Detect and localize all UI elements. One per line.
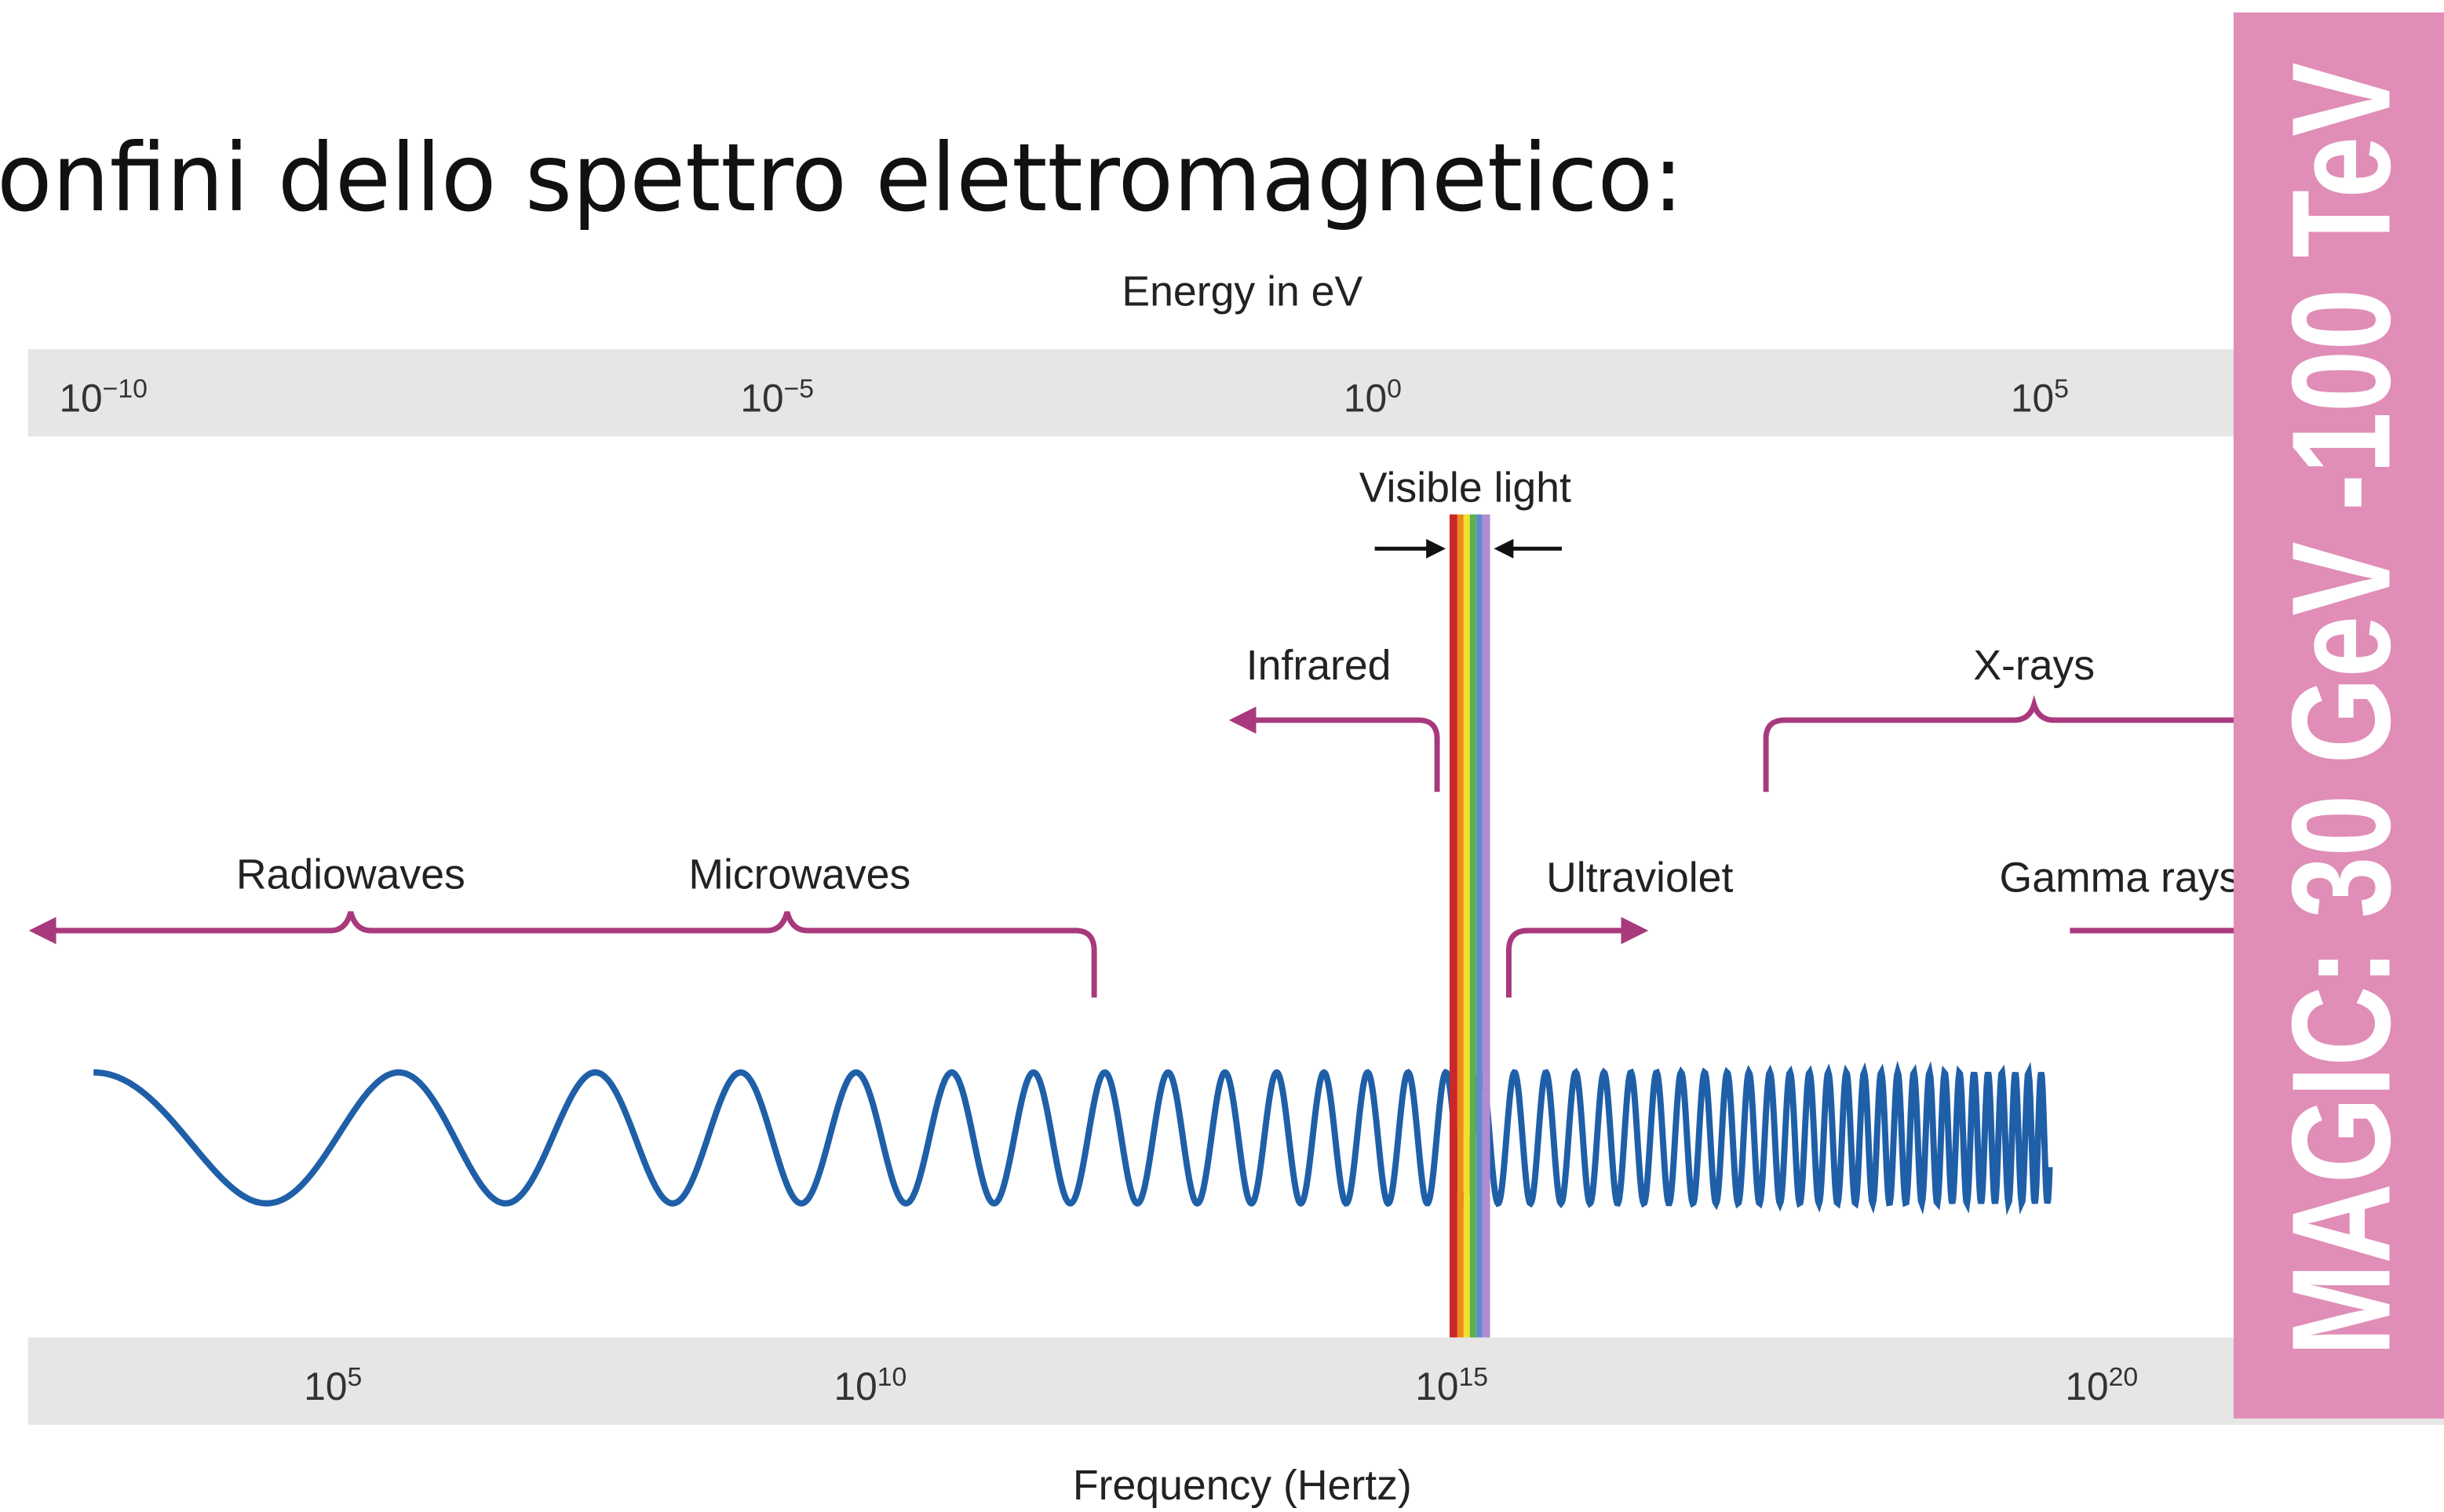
energy-band	[27, 348, 2444, 437]
banner	[2233, 12, 2444, 1419]
visible-strip	[1449, 514, 1490, 1338]
tick-base: 10	[2065, 1364, 2108, 1408]
tick-label: 1015	[1415, 1362, 1488, 1408]
xrays-arrow	[1763, 694, 2278, 792]
tick-labels: 10−1010−51001051010105101010151020	[59, 374, 2309, 1408]
xrays-label: X-rays	[1973, 642, 2095, 689]
tick-base: 10	[59, 376, 102, 420]
tick-exp: −10	[103, 374, 148, 404]
tick-base: 10	[740, 376, 783, 420]
tick-exp: 0	[1387, 374, 1402, 404]
uv-label: Ultraviolet	[1546, 854, 1733, 901]
tick-label: 105	[304, 1362, 362, 1408]
infrared-label: Infrared	[1246, 642, 1392, 689]
tick-label: 1010	[834, 1362, 906, 1408]
tick-exp: 15	[1458, 1362, 1488, 1392]
wave	[93, 1060, 2053, 1215]
tick-label: 1020	[2065, 1362, 2138, 1408]
energy-axis-label: Energy in eV	[1122, 268, 1362, 315]
tick-label: 10−5	[740, 374, 814, 421]
radio-label: Radiowaves	[236, 851, 465, 898]
gamma-label: Gamma rays	[2000, 854, 2241, 901]
radio-micro-arrow	[28, 911, 1097, 998]
title: onfini dello spettro elettromagnetico:	[0, 124, 1683, 233]
tick-exp: 10	[877, 1362, 907, 1392]
tick-label: 100	[1344, 374, 1402, 421]
tick-exp: 20	[2109, 1362, 2139, 1392]
tick-exp: 5	[2054, 374, 2069, 404]
tick-base: 10	[1415, 1364, 1458, 1408]
infrared-arrow	[1228, 706, 1440, 792]
tick-base: 10	[834, 1364, 877, 1408]
visible-label: Visible light	[1359, 465, 1571, 512]
frequency-axis-label: Frequency (Hertz)	[1073, 1462, 1412, 1509]
banner-text: MAGIC: 30 GeV -100 TeV	[2263, 62, 2420, 1356]
tick-exp: −5	[784, 374, 814, 404]
tick-exp: 5	[347, 1362, 362, 1392]
tick-label: 10−10	[59, 374, 147, 421]
micro-label: Microwaves	[688, 851, 910, 898]
uv-arrow	[1505, 916, 1649, 998]
tick-base: 10	[2011, 376, 2054, 420]
tick-base: 10	[1344, 376, 1387, 420]
tick-base: 10	[304, 1364, 347, 1408]
frequency-band	[27, 1337, 2444, 1425]
tick-label: 105	[2011, 374, 2069, 421]
